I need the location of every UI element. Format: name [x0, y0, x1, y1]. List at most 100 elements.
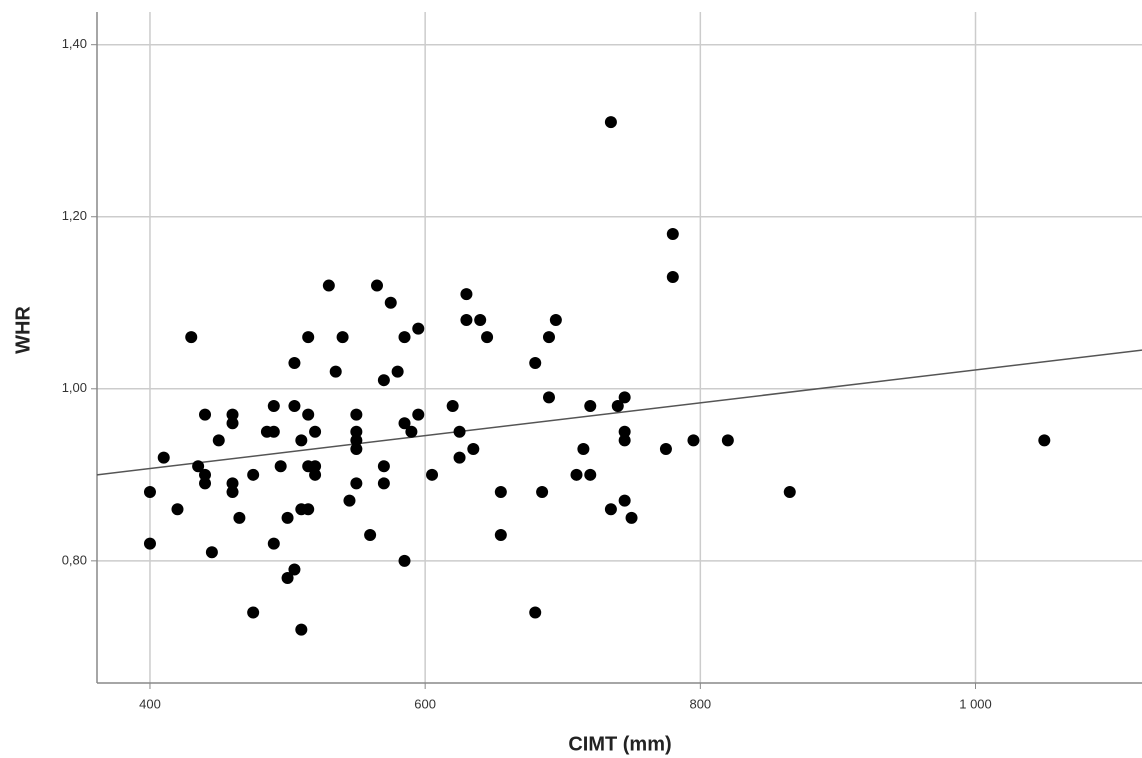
point	[398, 554, 411, 567]
point	[377, 477, 390, 490]
point	[267, 399, 280, 412]
point	[446, 399, 459, 412]
point	[536, 486, 549, 499]
point	[274, 460, 287, 473]
point	[192, 460, 205, 473]
point	[426, 468, 439, 481]
point	[267, 425, 280, 438]
point	[453, 425, 466, 438]
point	[584, 399, 597, 412]
point	[618, 391, 631, 404]
point	[611, 399, 624, 412]
point	[267, 537, 280, 550]
point	[212, 434, 225, 447]
x-tick-label: 1 000	[959, 696, 992, 711]
point	[577, 443, 590, 456]
y-axis-title: WHR	[12, 306, 34, 354]
point	[398, 417, 411, 430]
x-tick-label: 600	[414, 696, 436, 711]
point	[460, 313, 473, 326]
point	[398, 331, 411, 344]
point	[226, 417, 239, 430]
point	[309, 460, 322, 473]
point	[405, 425, 418, 438]
point	[143, 486, 156, 499]
point	[666, 227, 679, 240]
point	[343, 494, 356, 507]
point	[247, 468, 260, 481]
point	[350, 434, 363, 447]
point	[384, 296, 397, 309]
point	[666, 270, 679, 283]
point	[377, 460, 390, 473]
point	[570, 468, 583, 481]
point	[1038, 434, 1051, 447]
point	[494, 486, 507, 499]
y-tick-label: 0,80	[62, 552, 87, 567]
point	[302, 331, 315, 344]
point	[329, 365, 342, 378]
point	[295, 434, 308, 447]
fit-line	[96, 349, 1142, 476]
point	[494, 529, 507, 542]
point	[247, 606, 260, 619]
point	[618, 494, 631, 507]
point	[350, 443, 363, 456]
point	[336, 331, 349, 344]
point	[604, 116, 617, 129]
y-tick-label: 1,40	[62, 36, 87, 51]
point	[584, 468, 597, 481]
point	[302, 503, 315, 516]
point	[171, 503, 184, 516]
point	[157, 451, 170, 464]
point	[370, 279, 383, 292]
point	[309, 468, 322, 481]
point	[288, 399, 301, 412]
point	[542, 391, 555, 404]
point	[474, 313, 487, 326]
point	[625, 511, 638, 524]
x-axis-title: CIMT (mm)	[568, 733, 671, 755]
point	[205, 546, 218, 559]
point	[226, 477, 239, 490]
point	[453, 451, 466, 464]
point	[618, 425, 631, 438]
point	[199, 477, 212, 490]
point	[364, 529, 377, 542]
point	[302, 408, 315, 421]
point	[460, 288, 473, 301]
point	[322, 279, 335, 292]
point	[350, 425, 363, 438]
point	[288, 563, 301, 576]
point	[542, 331, 555, 344]
point	[783, 486, 796, 499]
point	[226, 486, 239, 499]
point	[295, 623, 308, 636]
point	[309, 425, 322, 438]
point	[618, 434, 631, 447]
x-tick-label: 400	[139, 696, 161, 711]
point	[659, 443, 672, 456]
point	[412, 322, 425, 335]
point	[377, 374, 390, 387]
point	[549, 313, 562, 326]
point	[350, 477, 363, 490]
point	[604, 503, 617, 516]
point	[281, 572, 294, 585]
point	[529, 606, 542, 619]
x-tick-label: 800	[689, 696, 711, 711]
point	[467, 443, 480, 456]
point	[687, 434, 700, 447]
point	[721, 434, 734, 447]
point	[199, 408, 212, 421]
point	[233, 511, 246, 524]
point	[143, 537, 156, 550]
point	[391, 365, 404, 378]
point	[199, 468, 212, 481]
point	[281, 511, 294, 524]
y-tick-label: 1,20	[62, 208, 87, 223]
point	[185, 331, 198, 344]
point	[226, 408, 239, 421]
point	[288, 356, 301, 369]
